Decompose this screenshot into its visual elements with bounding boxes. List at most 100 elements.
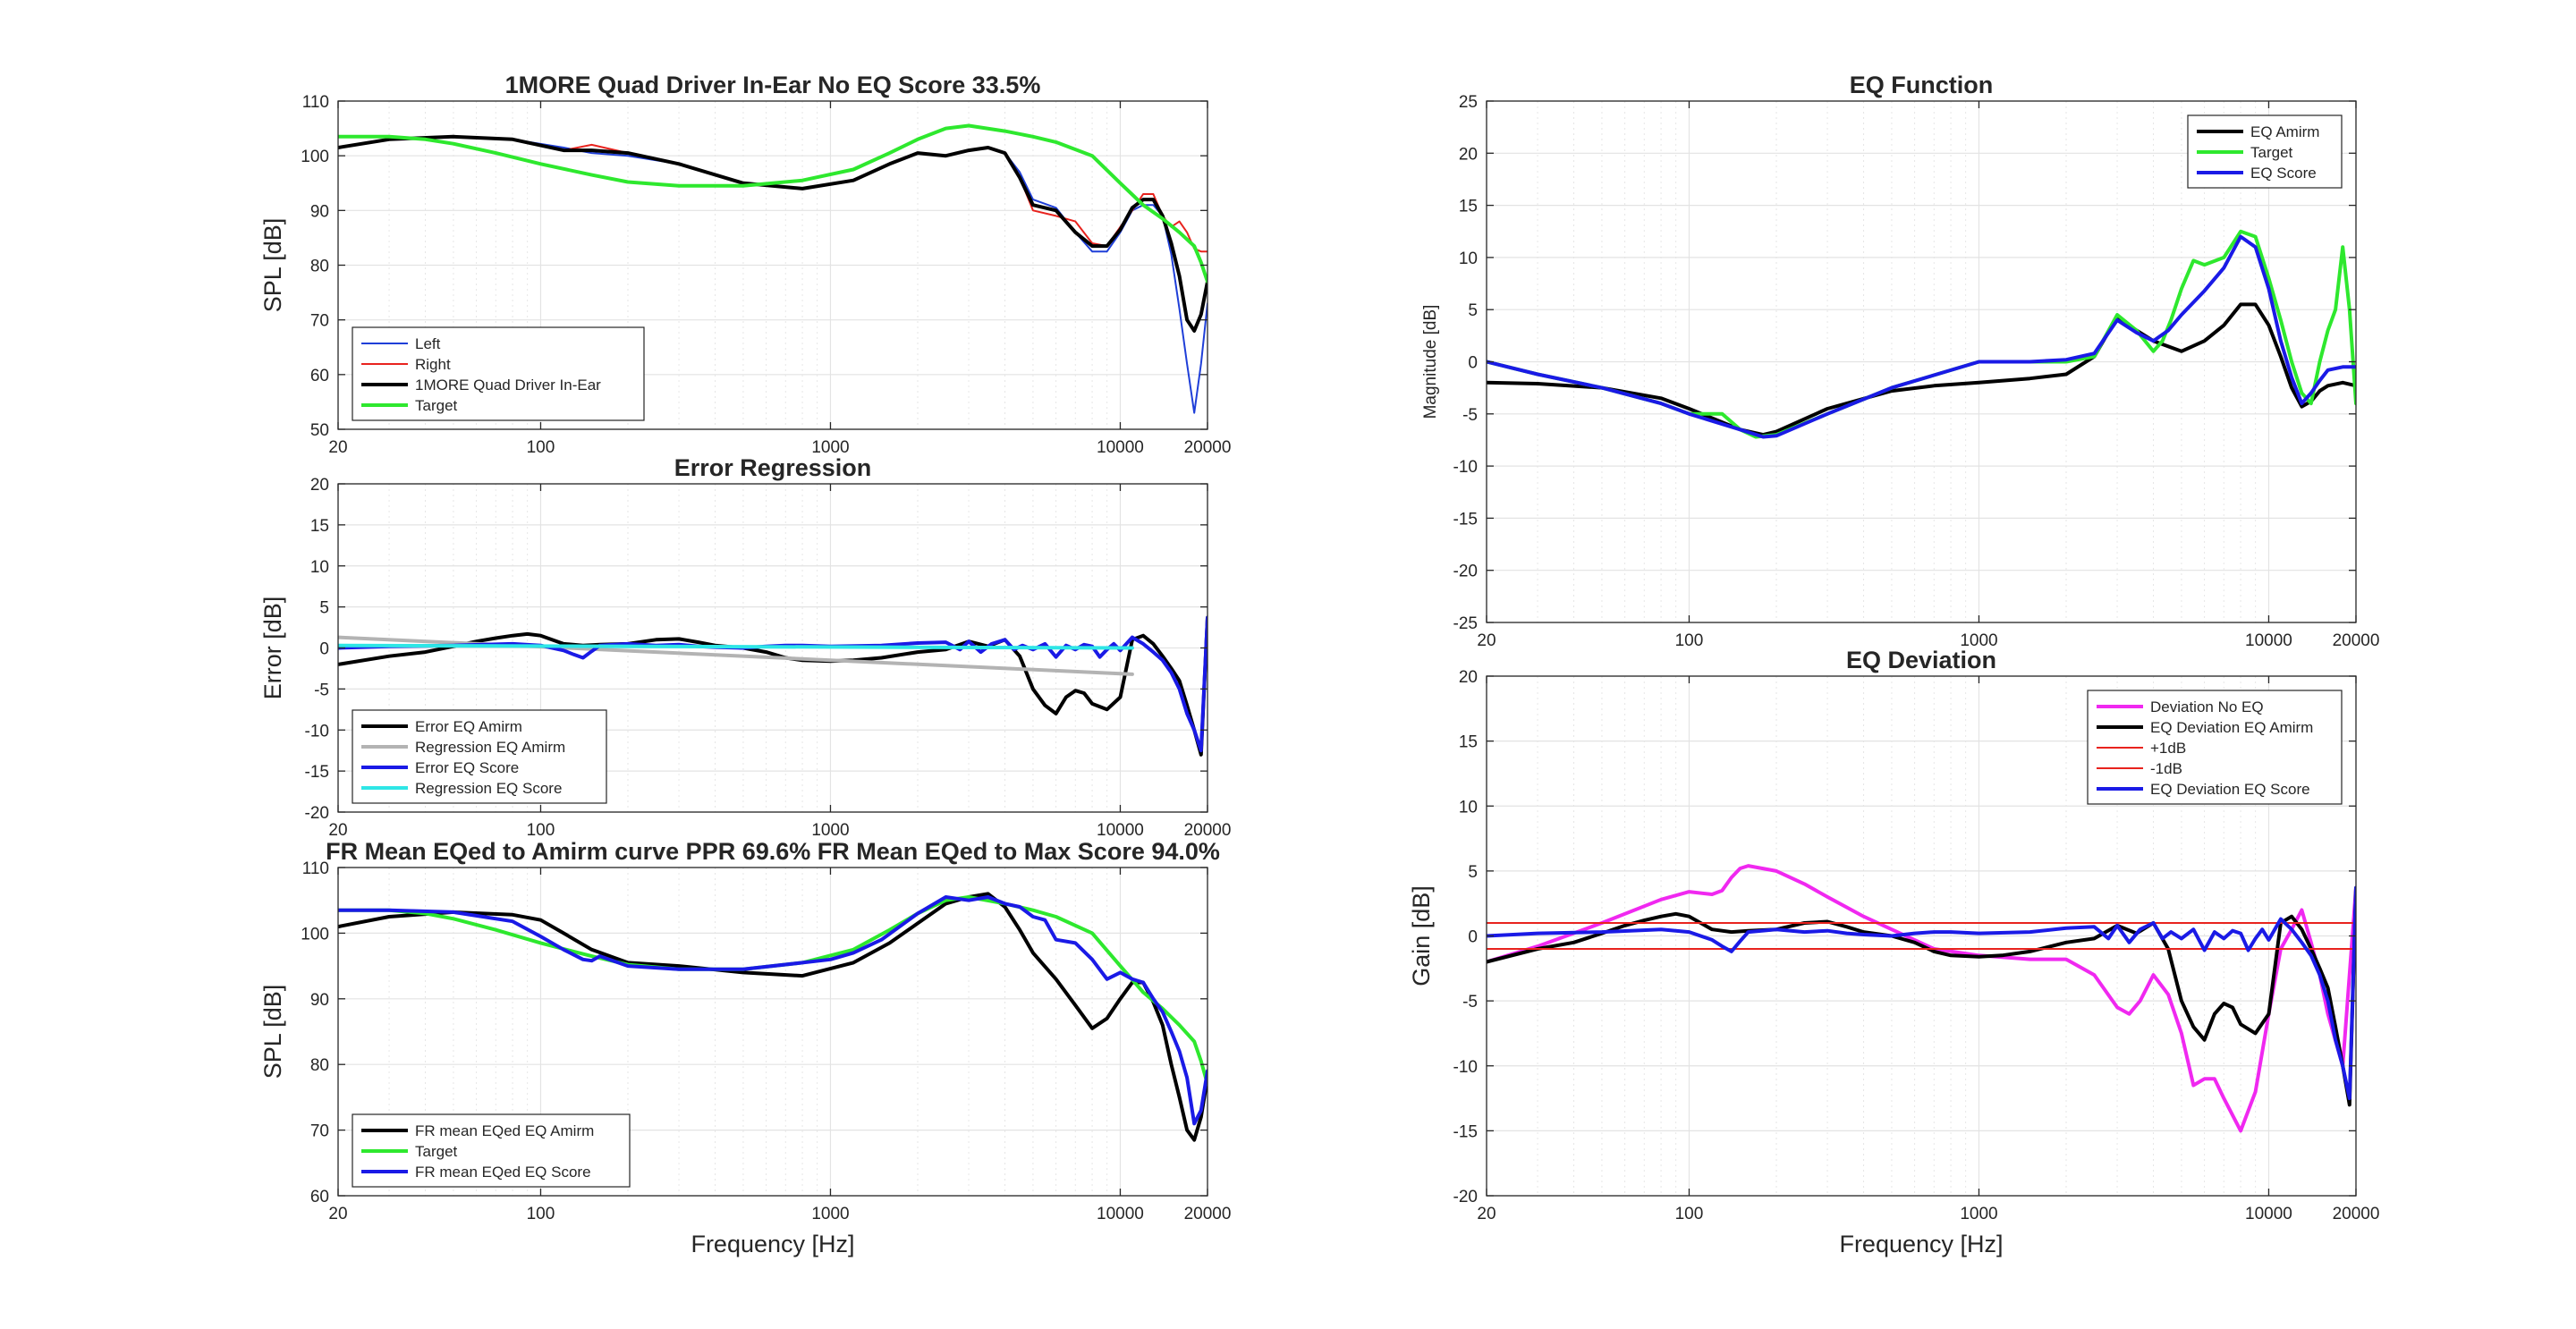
y-tick-label: 70 (310, 1122, 329, 1141)
y-axis-label: Magnitude [dB] (1421, 305, 1440, 419)
y-tick-label: 60 (310, 367, 329, 385)
ticks: 20 100 1000 10000 20000 -20 -15 -10 -5 0 5 10 15 20 (305, 476, 1232, 840)
x-tick-label: 1000 (811, 821, 849, 840)
series-line-regression-eq-score (338, 643, 1134, 650)
legend-entry: -1dB (2150, 760, 2182, 777)
x-tick-label: 10000 (1097, 821, 1144, 840)
y-tick-label: 5 (319, 599, 329, 618)
x-tick-label: 100 (1675, 631, 1704, 650)
y-tick-label: 90 (310, 202, 329, 221)
legend: Left Right 1MORE Quad Driver In-Ear Target (352, 326, 645, 421)
x-tick-label: 100 (1675, 1205, 1704, 1223)
series-line-fr-mean-eqed-eq-amirm (338, 892, 1208, 1142)
legend-entry: EQ Score (2250, 165, 2317, 182)
series-group (338, 123, 1208, 414)
x-tick-label: 100 (527, 1205, 555, 1223)
y-tick-label: 15 (1459, 733, 1478, 752)
y-tick-label: 0 (1468, 928, 1478, 947)
x-tick-label: 10000 (2245, 631, 2292, 650)
y-tick-label: -20 (1453, 1188, 1478, 1206)
panel-err: 20 100 1000 10000 20000 -20 -15 -10 -5 0 5 10 15 20 Er… (259, 454, 1231, 840)
legend-entry: Target (2250, 144, 2293, 161)
y-tick-label: -5 (1462, 993, 1478, 1012)
x-tick-label: 20 (328, 438, 347, 457)
x-tick-label: 10000 (2245, 1205, 2292, 1223)
y-tick-label: 5 (1468, 301, 1478, 320)
y-tick-label: -10 (1453, 1058, 1478, 1077)
chart-title: Error Regression (674, 454, 872, 481)
legend: EQ Amirm Target EQ Score (2187, 114, 2343, 189)
y-tick-label: 0 (1468, 354, 1478, 373)
y-tick-label: 20 (310, 476, 329, 495)
panel-dev: 20 100 1000 10000 20000 -20 -15 -10 -5 0 5 10 15 20 EQ… (1408, 647, 2379, 1257)
x-tick-label: 10000 (1097, 1205, 1144, 1223)
y-tick-label: 90 (310, 991, 329, 1010)
ticks: 20 100 1000 10000 20000 -25 -20 -15 -10 -5 0 5 10 15 2… (1453, 93, 2380, 650)
x-tick-label: 20 (1477, 1205, 1496, 1223)
y-tick-label: -5 (314, 681, 329, 699)
y-tick-label: -10 (305, 722, 329, 741)
legend-entry: Target (415, 397, 458, 414)
y-tick-label: 80 (310, 1056, 329, 1075)
y-tick-label: -20 (305, 804, 329, 823)
series-group (1487, 229, 2356, 439)
x-tick-label: 20 (328, 1205, 347, 1223)
x-tick-label: 10000 (1097, 438, 1144, 457)
y-tick-label: 5 (1468, 863, 1478, 882)
x-tick-label: 1000 (1960, 631, 1997, 650)
y-tick-label: 0 (319, 640, 329, 659)
series-group (338, 892, 1208, 1142)
y-tick-label: 20 (1459, 668, 1478, 687)
y-tick-label: 50 (310, 421, 329, 440)
legend-entry: Regression EQ Score (415, 780, 562, 797)
y-tick-label: 100 (301, 148, 329, 166)
y-axis-label: Gain [dB] (1408, 885, 1435, 986)
legend-entry: Target (415, 1143, 458, 1160)
ticks: 20 100 1000 10000 20000 50 60 70 80 90 100 110 (301, 93, 1231, 457)
series-line-error-eq-score (338, 615, 1208, 753)
axes-box (337, 867, 1208, 1197)
legend-entry: Left (415, 335, 441, 352)
x-tick-label: 20000 (1184, 438, 1232, 457)
legend-entry: Regression EQ Amirm (415, 739, 565, 756)
y-tick-label: 80 (310, 258, 329, 276)
legend-entry: 1MORE Quad Driver In-Ear (415, 377, 601, 394)
y-tick-label: 20 (1459, 145, 1478, 164)
legend-entry: EQ Amirm (2250, 123, 2319, 140)
x-tick-label: 1000 (811, 1205, 849, 1223)
x-axis-label: Frequency [Hz] (691, 1231, 854, 1257)
series-group (1487, 864, 2356, 1133)
legend: FR mean EQed EQ Amirm Target FR mean EQed … (352, 1113, 631, 1188)
legend-entry: FR mean EQed EQ Score (415, 1164, 591, 1181)
series-line-eq-deviation-eq-score (1487, 885, 2356, 1101)
y-tick-label: 15 (310, 517, 329, 536)
y-tick-label: 110 (302, 859, 329, 878)
y-tick-label: -15 (1453, 510, 1478, 529)
y-tick-label: 10 (310, 558, 329, 577)
panel-eqfn: 20 100 1000 10000 20000 -25 -20 -15 -10 -5 0 5 10 15 2… (1421, 72, 2379, 650)
legend-entry: EQ Deviation EQ Score (2150, 781, 2310, 798)
x-tick-label: 100 (527, 438, 555, 457)
y-axis-label: SPL [dB] (259, 985, 286, 1079)
x-tick-label: 20 (328, 821, 347, 840)
legend: Deviation No EQ EQ Deviation EQ Amirm +1dB… (2087, 690, 2343, 805)
y-tick-label: 15 (1459, 198, 1478, 216)
legend-entry: FR mean EQed EQ Amirm (415, 1122, 594, 1139)
chart-title: EQ Deviation (1846, 647, 1996, 673)
y-tick-label: 25 (1459, 93, 1478, 112)
series-line-deviation-no-eq (1487, 864, 2356, 1133)
series-line-1more-quad-driver-in-ear (338, 134, 1208, 333)
x-tick-label: 20 (1477, 631, 1496, 650)
series-line-eq-score (1487, 234, 2356, 439)
x-tick-label: 1000 (811, 438, 849, 457)
y-tick-label: -15 (1453, 1122, 1478, 1141)
y-tick-label: 100 (301, 925, 329, 944)
y-tick-label: -20 (1453, 563, 1478, 581)
y-axis-label: Error [dB] (259, 597, 286, 700)
ticks: 20 100 1000 10000 20000 -20 -15 -10 -5 0 5 10 15 20 (1453, 668, 2380, 1223)
series-line-eq-deviation-eq-amirm (1487, 885, 2356, 1107)
panel-fr: 20 100 1000 10000 20000 50 60 70 80 90 100 110 1MORE… (259, 72, 1231, 457)
x-axis-label: Frequency [Hz] (1839, 1231, 2003, 1257)
